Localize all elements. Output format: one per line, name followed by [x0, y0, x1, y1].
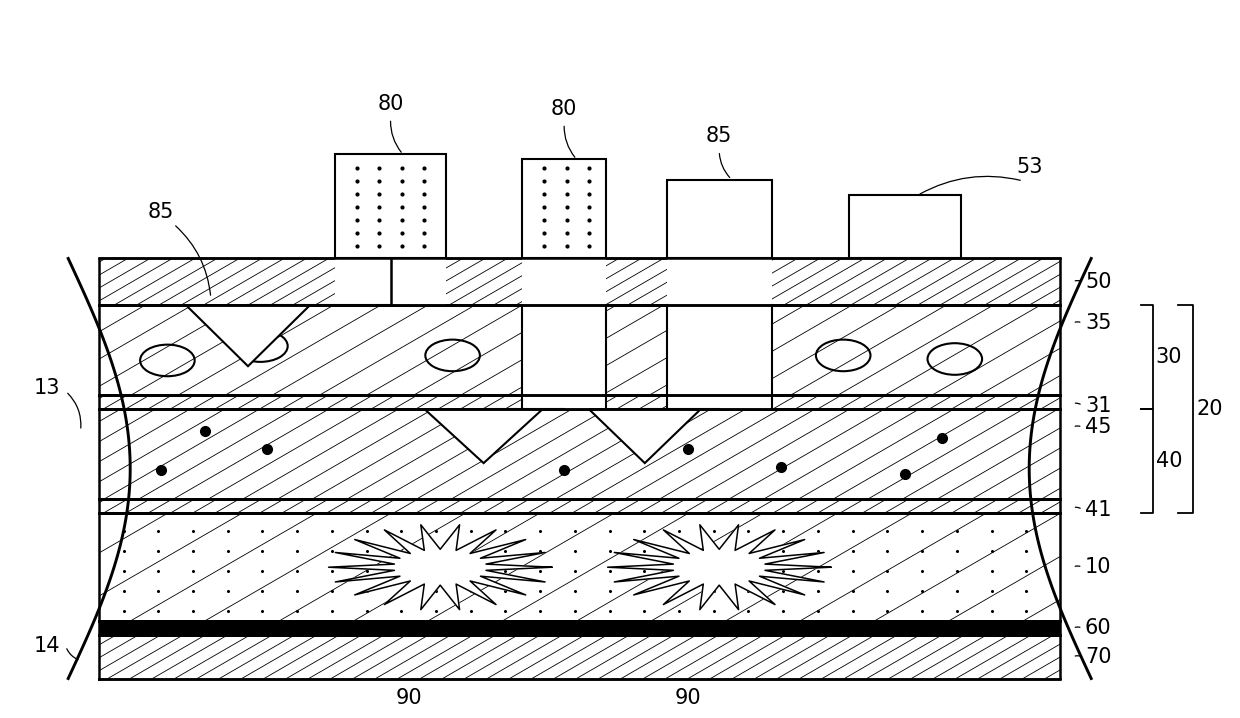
Text: 45: 45: [1085, 417, 1111, 437]
Text: 30: 30: [1156, 348, 1182, 367]
Text: 41: 41: [1085, 500, 1111, 520]
Text: 90: 90: [675, 688, 702, 708]
Text: 70: 70: [1085, 647, 1111, 667]
Polygon shape: [608, 525, 831, 610]
Polygon shape: [522, 159, 606, 258]
Text: 50: 50: [1085, 272, 1111, 292]
Text: 53: 53: [1017, 157, 1043, 177]
Text: 14: 14: [33, 636, 61, 656]
Text: 60: 60: [1085, 618, 1111, 638]
Polygon shape: [335, 258, 446, 305]
Text: 85: 85: [148, 202, 175, 222]
Text: 31: 31: [1085, 396, 1111, 416]
Text: 85: 85: [706, 126, 733, 146]
Polygon shape: [186, 305, 310, 366]
Polygon shape: [589, 409, 701, 463]
Text: 90: 90: [396, 688, 423, 708]
Polygon shape: [667, 258, 771, 409]
Polygon shape: [99, 621, 1060, 635]
Text: 40: 40: [1156, 452, 1182, 471]
Polygon shape: [335, 154, 446, 258]
Text: 35: 35: [1085, 313, 1111, 333]
Polygon shape: [329, 525, 552, 610]
Text: 10: 10: [1085, 557, 1111, 577]
Text: 13: 13: [33, 378, 61, 398]
Polygon shape: [667, 180, 771, 258]
Polygon shape: [424, 409, 543, 463]
Text: 80: 80: [551, 99, 578, 119]
Polygon shape: [522, 258, 606, 409]
Text: 80: 80: [377, 94, 404, 114]
Polygon shape: [849, 195, 961, 258]
Text: 20: 20: [1197, 399, 1223, 419]
